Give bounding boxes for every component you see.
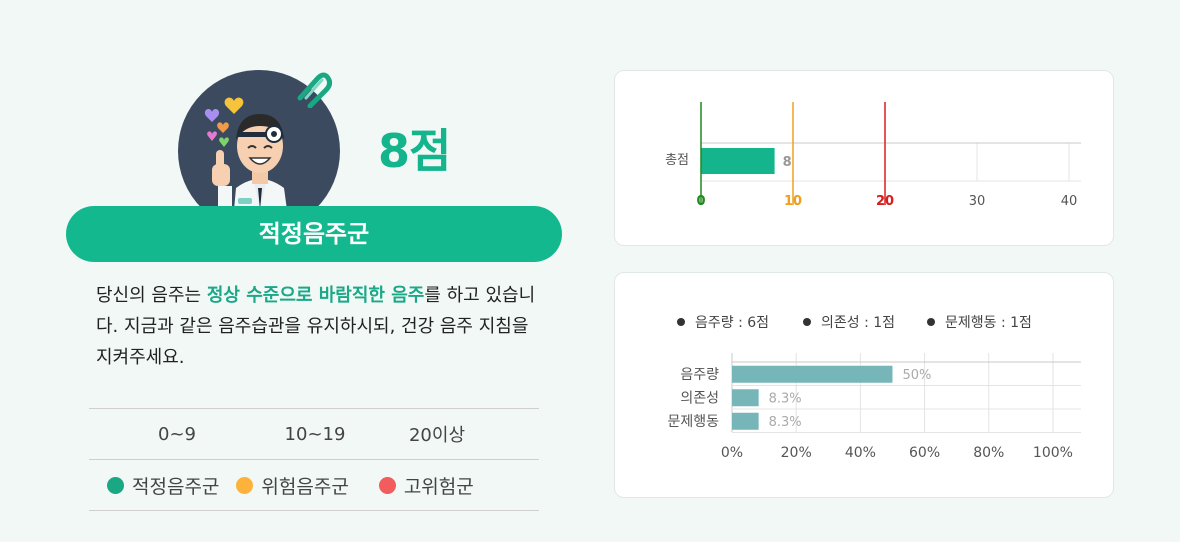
x-tick-label: 30 <box>969 194 986 209</box>
bar-value-label: 8 <box>783 155 792 170</box>
high-risk-dot-icon <box>378 476 396 494</box>
legend-entry: 의존성 : 1점 <box>821 315 895 331</box>
description-text-before: 당신의 음주는 <box>96 285 207 306</box>
legend-dot-icon <box>803 318 811 326</box>
x-tick-label: 40 <box>1061 194 1078 209</box>
legend-dot-icon <box>677 318 685 326</box>
bar-value-label: 50% <box>902 368 931 383</box>
group-item-high-risk: 고위험군 <box>378 472 474 499</box>
breakdown-bar <box>732 412 759 430</box>
total-score-chart: 총점801020304001020 <box>665 102 1081 209</box>
group-item-normal: 적정음주군 <box>107 472 219 499</box>
group-row: 적정음주군 위험음주군 고위험군 <box>89 460 539 511</box>
score-range-legend: 0~9 10~19 20이상 적정음주군 위험음주군 고위험군 <box>89 408 539 511</box>
total-score-chart-card: 총점801020304001020 <box>614 70 1114 246</box>
doctor-illustration <box>204 97 290 232</box>
y-tick-label: 의존성 <box>680 390 719 406</box>
x-tick-label: 0% <box>721 445 743 461</box>
group-badge: 적정음주군 <box>66 206 562 262</box>
y-tick-label: 총점 <box>665 153 689 168</box>
range-high-risk: 20이상 <box>408 425 466 446</box>
y-tick-label: 음주량 <box>680 367 719 383</box>
x-tick-label: 80% <box>973 445 1004 461</box>
range-risk: 10~19 <box>284 423 346 445</box>
result-panel: 8점 적정음주군 당신의 음주는 정상 수준으로 바람직한 음주를 하고 있습니… <box>66 60 562 530</box>
x-tick-label: 40% <box>845 445 876 461</box>
description-text-after: 를 하고 있습니다. 지금과 같은 음주습관을 유지하시되, 건강 음주 지침을… <box>96 285 536 368</box>
result-description: 당신의 음주는 정상 수준으로 바람직한 음주를 하고 있습니다. 지금과 같은… <box>96 280 546 373</box>
group-label-high-risk: 고위험군 <box>403 475 474 498</box>
doctor-avatar <box>178 70 340 232</box>
total-score: 8점 <box>378 124 451 178</box>
bar-value-label: 8.3% <box>769 391 802 406</box>
threshold-label: 0 <box>696 194 705 209</box>
risk-dot-icon <box>236 476 254 494</box>
breakdown-bar <box>732 389 759 407</box>
range-row: 0~9 10~19 20이상 <box>89 408 539 460</box>
threshold-label: 10 <box>784 194 802 209</box>
score-bar <box>701 148 775 174</box>
legend-entry: 음주량 : 6점 <box>695 315 769 331</box>
y-tick-label: 문제행동 <box>667 414 719 430</box>
range-normal: 0~9 <box>158 423 196 445</box>
breakdown-bar <box>732 365 893 383</box>
group-label-risk: 위험음주군 <box>261 475 349 498</box>
legend-entry: 문제행동 : 1점 <box>945 315 1032 331</box>
threshold-label: 20 <box>876 194 894 209</box>
normal-dot-icon <box>107 476 124 494</box>
paperclip-icon <box>292 68 333 109</box>
description-highlight: 정상 수준으로 바람직한 음주 <box>206 285 425 306</box>
group-item-risk: 위험음주군 <box>236 472 349 499</box>
legend-dot-icon <box>927 318 935 326</box>
group-label-normal: 적정음주군 <box>132 475 220 498</box>
x-tick-label: 100% <box>1033 445 1073 461</box>
x-tick-label: 20% <box>781 445 812 461</box>
bar-value-label: 8.3% <box>769 415 802 430</box>
x-tick-label: 60% <box>909 445 940 461</box>
